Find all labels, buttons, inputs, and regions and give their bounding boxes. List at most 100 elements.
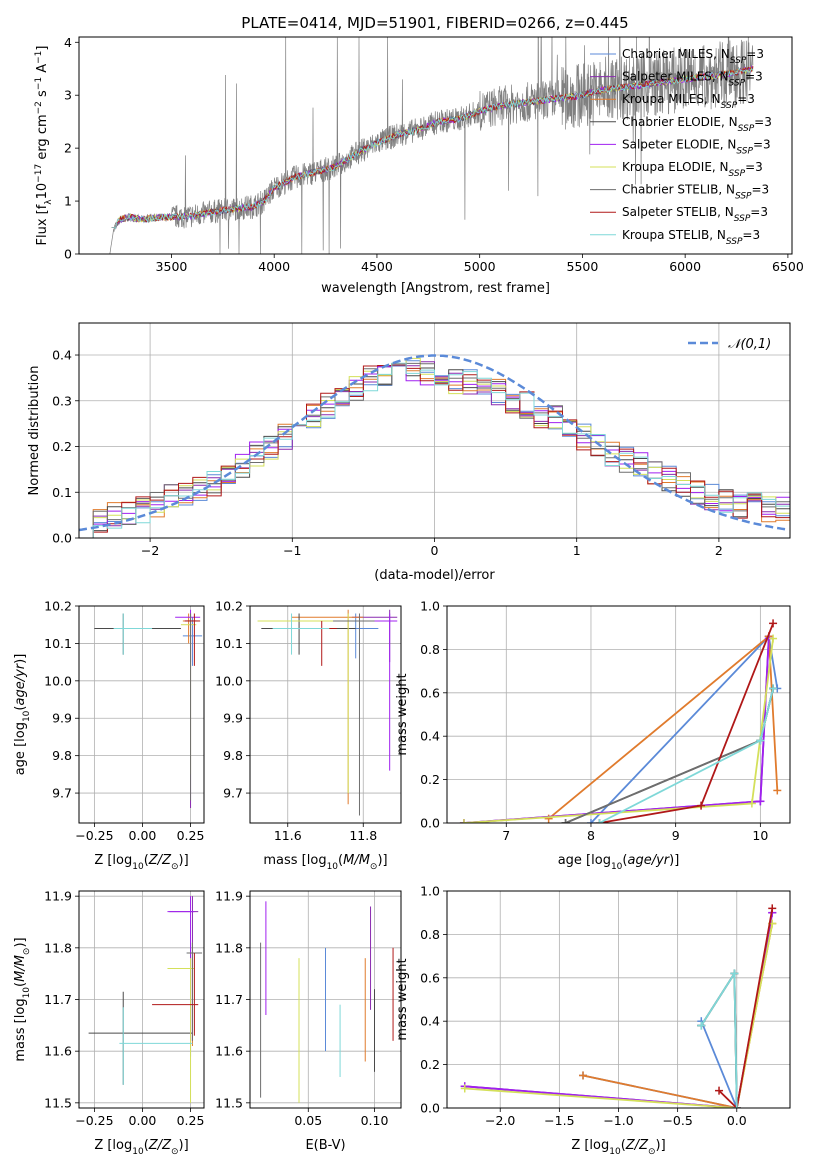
x-tick-label: 6000 <box>669 259 701 274</box>
legend-label-kroupa_stelib: Kroupa STELIB, NSSP=3 <box>622 228 760 247</box>
y-tick-label: 0.1 <box>52 485 72 500</box>
legend-label-kroupa_miles: Kroupa MILES, NSSP=3 <box>622 92 755 111</box>
y-tick-label: 0 <box>64 247 72 262</box>
weight-line-chabrier_miles <box>590 634 779 823</box>
legend-label-kroupa_elodie: Kroupa ELODIE, NSSP=3 <box>622 160 763 179</box>
grid <box>447 890 790 1109</box>
y-tick-label: 11.5 <box>215 1095 243 1110</box>
x-tick-label: −0.25 <box>75 1113 113 1128</box>
x-tick-label: −1 <box>283 543 301 558</box>
plot-area <box>88 896 203 1103</box>
y-tick-label: 11.8 <box>215 940 243 955</box>
plot-area <box>257 609 398 816</box>
y-tick-label: 0.4 <box>420 1014 440 1029</box>
axes-5: −0.25 0.00 0.25 11.5 11.6 11.7 11.8 11.9 Z [log1… <box>13 889 205 1157</box>
grid <box>447 605 790 824</box>
legend-label-salpeter_stelib: Salpeter STELIB, NSSP=3 <box>622 205 768 224</box>
legend-label-salpeter_elodie: Salpeter ELODIE, NSSP=3 <box>622 137 771 156</box>
x-tick-label: 0.0 <box>727 1113 747 1128</box>
x-tick-label: 11.6 <box>274 828 302 843</box>
x-axis-label: E(B-V) <box>305 1138 345 1153</box>
y-tick-label: 1.0 <box>420 599 440 614</box>
y-tick-label: 10.1 <box>215 636 243 651</box>
x-axis-label: (data-model)/error <box>374 568 495 583</box>
legend-label-chabrier_miles: Chabrier MILES, NSSP=3 <box>622 47 764 66</box>
y-axis-label: Normed distribution <box>27 366 42 496</box>
axes-frame <box>446 605 791 824</box>
y-tick-label: 9.7 <box>52 786 72 801</box>
y-tick-label: 9.9 <box>52 711 72 726</box>
grid <box>250 605 401 823</box>
y-axis-label: mass weight <box>395 673 410 755</box>
x-axis-label: Z [log10(Z/Z⊙)] <box>94 1138 188 1157</box>
legend-label-chabrier_stelib: Chabrier STELIB, NSSP=3 <box>622 183 769 202</box>
x-tick-label: −2.0 <box>485 1113 515 1128</box>
y-tick-label: 0.4 <box>420 729 440 744</box>
x-tick-label: −1.5 <box>544 1113 574 1128</box>
legend-label-chabrier_elodie: Chabrier ELODIE, NSSP=3 <box>622 115 772 134</box>
plot-area <box>79 354 790 538</box>
axes-6: 0.05 0.10 11.5 11.6 11.7 11.8 11.9 E(B-V) <box>215 889 402 1153</box>
plots: 3500 4000 4500 5000 5500 6000 6500 0 1 2 3 4 wavelen… <box>13 35 804 1157</box>
y-tick-label: 0.8 <box>420 642 440 657</box>
axes-2: −0.25 0.00 0.25 9.7 9.8 9.9 10.0 10.1 10.2 Z [log… <box>13 599 205 872</box>
y-axis-label: age [log10(age/yr)] <box>13 654 32 776</box>
plot-area <box>459 619 782 823</box>
x-tick-label: 11.8 <box>349 828 377 843</box>
x-tick-label: 0.00 <box>129 1113 157 1128</box>
y-tick-label: 3 <box>64 88 72 103</box>
grid <box>79 605 204 823</box>
axes-1: −2 −1 0 1 2 0.0 0.1 0.2 0.3 0.4 𝒩(0,1) (data-model)… <box>27 322 791 583</box>
axes-3: 11.6 11.8 9.7 9.8 9.9 10.0 10.1 10.2 mass [log10… <box>215 599 402 872</box>
y-axis-label: mass weight <box>395 958 410 1040</box>
axes-0: 3500 4000 4500 5000 5500 6000 6500 0 1 2 3 4 wavelen… <box>34 35 804 296</box>
x-tick-label: 8 <box>587 828 595 843</box>
y-tick-label: 4 <box>64 35 72 50</box>
x-tick-label: −2 <box>141 543 159 558</box>
y-tick-label: 1.0 <box>420 884 440 899</box>
y-tick-label: 0.3 <box>52 393 72 408</box>
legend-label-normal: 𝒩(0,1) <box>728 337 771 352</box>
y-tick-label: 0.4 <box>52 348 72 363</box>
legend-label-salpeter_miles: Salpeter MILES, NSSP=3 <box>622 70 763 89</box>
axes-7: −2.0 −1.5 −1.0 −0.5 0.0 0.0 0.2 0.4 0.6 0.8 1.0 Z [… <box>395 884 791 1157</box>
x-tick-label: 7 <box>502 828 510 843</box>
x-tick-label: 9 <box>672 828 680 843</box>
x-tick-label: 5000 <box>464 259 496 274</box>
x-axis-label: mass [log10(M/M⊙)] <box>263 853 387 872</box>
y-tick-label: 10.1 <box>44 636 72 651</box>
y-tick-label: 0.6 <box>420 685 440 700</box>
x-tick-label: 10 <box>752 828 768 843</box>
y-axis-label: mass [log10(M/M⊙)] <box>13 937 32 1061</box>
axes-frame <box>78 36 793 255</box>
y-tick-label: 0.2 <box>420 1057 440 1072</box>
y-tick-label: 2 <box>64 141 72 156</box>
y-tick-label: 11.9 <box>44 889 72 904</box>
x-axis-label: age [log10(age/yr)] <box>558 853 680 872</box>
y-tick-label: 9.8 <box>52 748 72 763</box>
y-tick-label: 9.8 <box>223 748 243 763</box>
figure-title: PLATE=0414, MJD=51901, FIBERID=0266, z=0… <box>241 14 628 32</box>
x-tick-label: 0.25 <box>177 828 205 843</box>
x-tick-label: 4000 <box>258 259 290 274</box>
x-axis-label: Z [log10(Z/Z⊙)] <box>571 1138 665 1157</box>
x-tick-label: −0.25 <box>75 828 113 843</box>
y-tick-label: 1 <box>64 194 72 209</box>
axes-frame <box>78 605 205 824</box>
x-tick-label: 0.05 <box>294 1113 322 1128</box>
y-tick-label: 0.8 <box>420 927 440 942</box>
y-tick-label: 11.9 <box>215 889 243 904</box>
y-tick-label: 11.6 <box>215 1044 243 1059</box>
y-tick-label: 9.7 <box>223 786 243 801</box>
y-axis-label: Flux [fλ10−17 erg cm−2 s−1 A−1] <box>34 46 54 246</box>
x-tick-label: 0 <box>431 543 439 558</box>
y-tick-label: 0.0 <box>52 531 72 546</box>
x-tick-label: 4500 <box>361 259 393 274</box>
axes-frame <box>249 605 402 824</box>
y-tick-label: 10.0 <box>215 673 243 688</box>
weight-line-salpeter_miles <box>463 636 770 823</box>
y-tick-label: 11.7 <box>44 992 72 1007</box>
y-tick-label: 10.2 <box>44 599 72 614</box>
x-tick-label: 5500 <box>567 259 599 274</box>
